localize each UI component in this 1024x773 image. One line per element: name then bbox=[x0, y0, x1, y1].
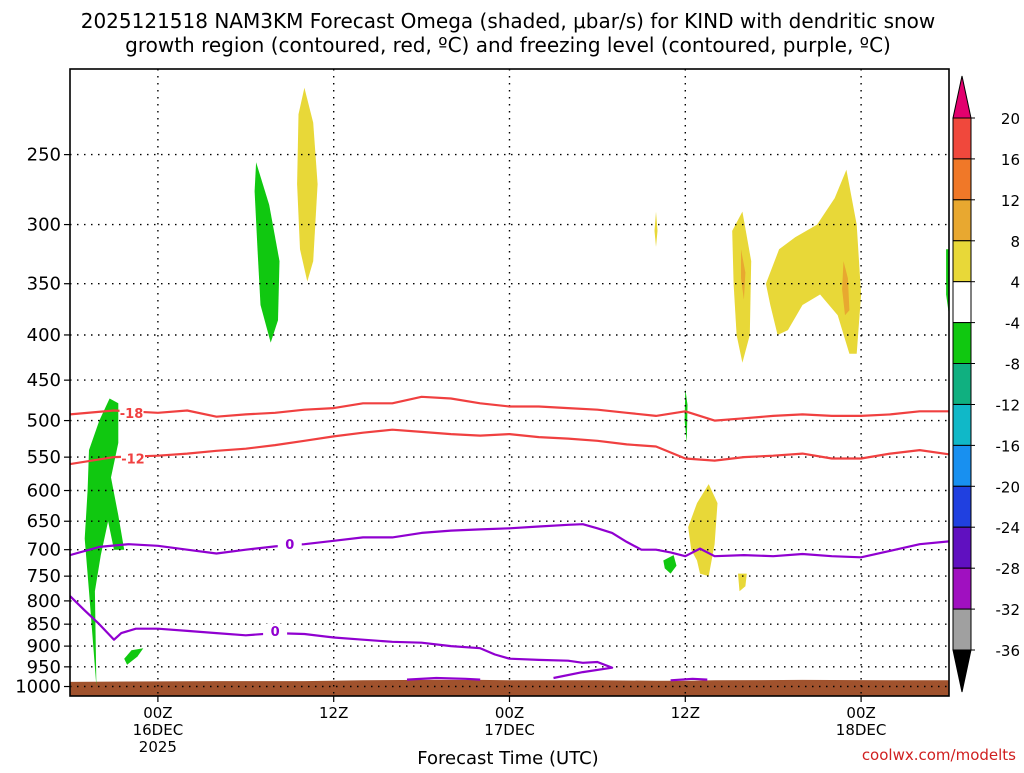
colorbar-swatch-12 bbox=[952, 567, 972, 610]
colorbar-label-4: 4 bbox=[1010, 274, 1020, 292]
omega-region-9 bbox=[738, 573, 747, 592]
colorbar-swatch-8 bbox=[952, 404, 972, 446]
x-tick-label-6-0: 00Z bbox=[143, 704, 172, 722]
colorbar-label-12: -32 bbox=[996, 601, 1021, 619]
omega-region-2 bbox=[124, 648, 144, 665]
freezing-label-bg-1 bbox=[277, 537, 302, 552]
colorbar-label-5: -4 bbox=[1005, 315, 1020, 333]
x-tick-label-30-1: 17DEC bbox=[484, 721, 535, 739]
omega-region-5 bbox=[654, 211, 658, 247]
dgz-contour-2 bbox=[70, 428, 949, 466]
y-tick-label-800: 800 bbox=[27, 591, 61, 612]
x-tick-label-42-0: 12Z bbox=[671, 704, 700, 722]
colorbar-label-1: 16 bbox=[1001, 151, 1020, 169]
x-axis-label: Forecast Time (UTC) bbox=[417, 748, 598, 768]
ground-surface bbox=[70, 679, 949, 696]
colorbar-swatch-6 bbox=[952, 322, 972, 365]
colorbar-swatch-5 bbox=[952, 281, 972, 324]
x-tick-label-18-0: 12Z bbox=[319, 704, 348, 722]
omega-region-4 bbox=[297, 87, 318, 282]
y-tick-label-450: 450 bbox=[27, 370, 61, 391]
colorbar-swatch-9 bbox=[952, 444, 972, 487]
omega-region-3 bbox=[254, 162, 280, 343]
x-tick-label-30-0: 00Z bbox=[495, 704, 524, 722]
freezing-contour-4 bbox=[670, 677, 708, 682]
credit-label: coolwx.com/modelts bbox=[862, 746, 1016, 764]
omega-region-13 bbox=[842, 261, 850, 316]
colorbar-swatch-13 bbox=[952, 608, 972, 651]
colorbar-swatch-7 bbox=[952, 363, 972, 405]
y-tick-label-750: 750 bbox=[27, 566, 61, 587]
freezing-contour-3 bbox=[406, 676, 481, 681]
freezing-contour-1 bbox=[70, 523, 949, 559]
y-tick-label-350: 350 bbox=[27, 274, 61, 295]
dgz-contour-label-2: -12 bbox=[121, 453, 145, 468]
colorbar-top-arrow bbox=[952, 75, 972, 119]
colorbar-label-11: -28 bbox=[996, 560, 1021, 578]
colorbar-label-0: 20 bbox=[1001, 110, 1020, 128]
freezing-contour-label-2: 0 bbox=[271, 625, 280, 640]
y-tick-label-400: 400 bbox=[27, 325, 61, 346]
colorbar-label-6: -8 bbox=[1005, 356, 1020, 374]
chart-title-line1: 2025121518 NAM3KM Forecast Omega (shaded… bbox=[81, 9, 936, 33]
omega-region-1 bbox=[84, 398, 125, 687]
y-tick-label-700: 700 bbox=[27, 540, 61, 561]
colorbar-swatch-2 bbox=[952, 158, 972, 201]
y-tick-label-250: 250 bbox=[27, 145, 61, 166]
freezing-label-bg-2 bbox=[263, 623, 288, 638]
colorbar-swatch-4 bbox=[952, 240, 972, 283]
plot-inner: -18 -12 0 0 bbox=[70, 69, 949, 696]
omega-region-10 bbox=[732, 211, 752, 363]
dgz-contour-1 bbox=[70, 395, 949, 422]
y-tick-label-500: 500 bbox=[27, 411, 61, 432]
y-tick-label-950: 950 bbox=[27, 657, 61, 678]
colorbar-label-9: -20 bbox=[996, 478, 1021, 496]
chart-title-line2: growth region (contoured, red, ºC) and f… bbox=[125, 33, 891, 57]
plot-area: -18 -12 0 0 250 300 350 400 450 500 550 600 650 700 75… bbox=[15, 68, 950, 756]
y-tick-label-650: 650 bbox=[27, 511, 61, 532]
omega-region-8 bbox=[663, 555, 677, 574]
dgz-contour-label-1: -18 bbox=[120, 407, 144, 422]
colorbar-swatch-10 bbox=[952, 485, 972, 528]
x-tick-label-6-1: 16DEC bbox=[133, 721, 184, 739]
x-tick-label-6-2: 2025 bbox=[139, 738, 177, 756]
dgz-label-bg-1 bbox=[119, 405, 144, 420]
colorbar-label-8: -16 bbox=[996, 437, 1021, 455]
colorbar-label-2: 12 bbox=[1001, 192, 1020, 210]
colorbar-swatch-1 bbox=[952, 117, 972, 160]
colorbar-label-7: -12 bbox=[996, 397, 1021, 415]
x-tick-label-54-1: 18DEC bbox=[836, 721, 887, 739]
y-tick-label-600: 600 bbox=[27, 481, 61, 502]
y-tick-label-300: 300 bbox=[27, 215, 61, 236]
colorbar-swatch-11 bbox=[952, 526, 972, 569]
freezing-contour-2 bbox=[70, 595, 614, 680]
y-tick-label-1000: 1000 bbox=[15, 677, 61, 698]
omega-region-12 bbox=[765, 169, 862, 354]
y-tick-label-900: 900 bbox=[27, 636, 61, 657]
omega-region-6 bbox=[684, 388, 688, 443]
colorbar-bottom-arrow bbox=[952, 649, 972, 693]
x-tick-label-54-0: 00Z bbox=[846, 704, 875, 722]
y-tick-label-850: 850 bbox=[27, 614, 61, 635]
colorbar-swatch-3 bbox=[952, 199, 972, 242]
colorbar: 20 16 12 8 4 -4 -8 -12 -16 -20 -24 -28 -32 -36 bbox=[952, 75, 1021, 693]
colorbar-label-3: 8 bbox=[1010, 233, 1020, 251]
colorbar-label-13: -36 bbox=[996, 642, 1021, 660]
omega-region-11 bbox=[741, 249, 746, 300]
dgz-label-bg-2 bbox=[120, 451, 145, 466]
colorbar-label-10: -24 bbox=[996, 519, 1021, 537]
y-tick-label-550: 550 bbox=[27, 447, 61, 468]
freezing-contour-label-1: 0 bbox=[285, 538, 294, 553]
omega-region-7 bbox=[688, 484, 718, 577]
